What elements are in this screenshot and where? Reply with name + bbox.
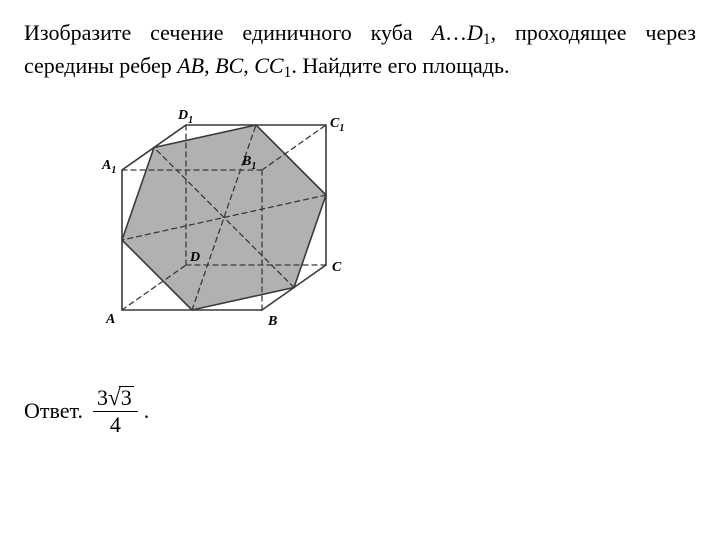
problem-text: Изобразите сечение единичного куба A…D1,…	[24, 18, 696, 83]
answer-label: Ответ.	[24, 398, 83, 424]
c2: ,	[243, 53, 254, 78]
sqrt: √3	[108, 386, 134, 409]
sym-D: D	[467, 20, 483, 45]
sym-sub1a: 1	[483, 31, 491, 48]
num-coeff: 3	[97, 385, 108, 410]
svg-text:C1: C1	[330, 116, 344, 134]
c1: ,	[204, 53, 215, 78]
svg-text:B: B	[267, 314, 277, 329]
svg-text:C: C	[332, 260, 342, 275]
t1: Изобразите сечение единичного куба	[24, 20, 432, 45]
answer: Ответ. 3√3 4 .	[24, 386, 696, 436]
t2: , проходящее через	[491, 20, 696, 45]
svg-text:D1: D1	[177, 108, 193, 126]
sym-ellipsis: …	[445, 20, 467, 45]
t4: . Найдите его площадь.	[291, 53, 509, 78]
answer-numerator: 3√3	[93, 386, 138, 409]
t3: середины ребер	[24, 53, 177, 78]
svg-text:A: A	[105, 312, 115, 327]
sqrt-radicand: 3	[119, 386, 134, 409]
sym-BC: BC	[215, 53, 243, 78]
sym-A: A	[432, 20, 445, 45]
answer-denominator: 4	[106, 414, 125, 436]
sym-AB: AB	[177, 53, 204, 78]
sym-CC: CC	[254, 53, 283, 78]
cube-diagram: ABCDA1B1C1D1	[94, 105, 344, 335]
svg-text:D: D	[189, 250, 200, 265]
figure: ABCDA1B1C1D1	[94, 105, 696, 340]
svg-text:A1: A1	[101, 158, 116, 176]
answer-fraction: 3√3 4	[93, 386, 138, 436]
answer-period: .	[144, 398, 150, 424]
